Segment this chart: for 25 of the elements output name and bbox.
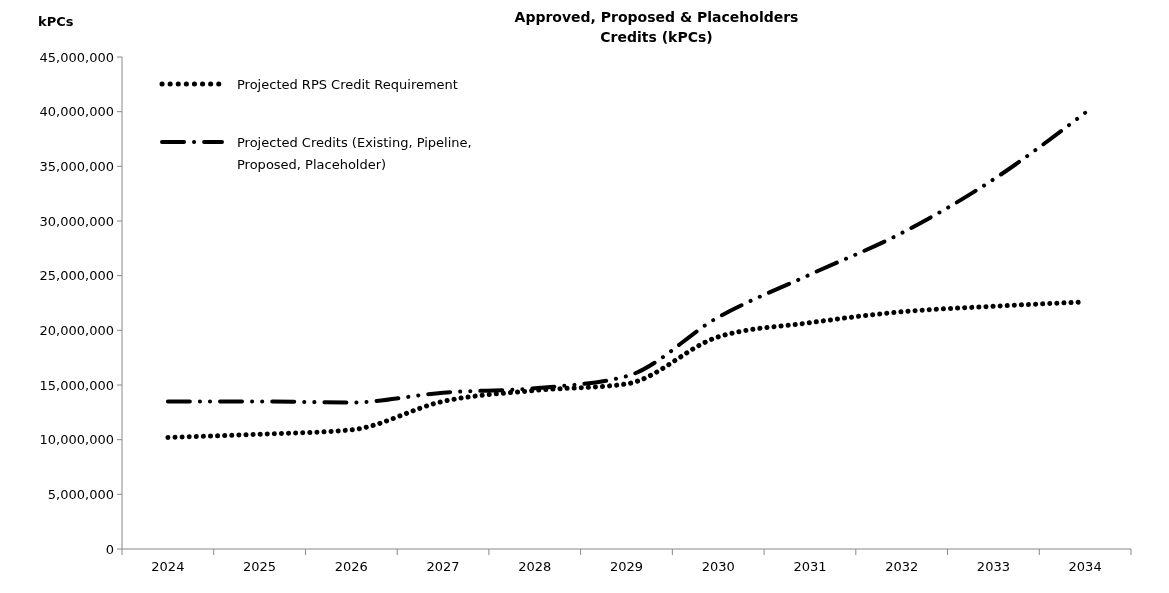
legend-label: Projected RPS Credit Requirement <box>237 76 458 92</box>
x-tick-label: 2029 <box>609 559 644 574</box>
x-tick-label: 2032 <box>885 559 919 574</box>
y-tick-label: 5,000,000 <box>47 486 114 502</box>
x-tick-label: 2026 <box>334 559 368 574</box>
x-tick-label: 2028 <box>518 559 552 574</box>
x-tick-label: 2024 <box>151 559 185 574</box>
chart-title: Approved, Proposed & Placeholders Credits (kPCs) <box>514 9 799 45</box>
x-tick-label: 2030 <box>701 559 735 574</box>
x-tick-label: 2033 <box>976 559 1010 574</box>
y-axis-title: kPCs <box>38 14 74 29</box>
y-tick-label: 10,000,000 <box>39 432 114 448</box>
x-tick-label: 2031 <box>793 559 827 574</box>
y-tick-label: 25,000,000 <box>39 268 114 284</box>
y-tick-label: 0 <box>105 541 114 557</box>
x-tick-label: 2025 <box>243 559 277 574</box>
y-tick-label: 30,000,000 <box>39 213 114 229</box>
y-tick-label: 45,000,000 <box>39 49 114 65</box>
y-tick-label: 15,000,000 <box>39 377 114 393</box>
y-tick-label: 40,000,000 <box>39 104 114 120</box>
x-tick-label: 2027 <box>426 559 460 574</box>
legend-label: Projected Credits (Existing, Pipeline, Proposed, Placeholder) <box>237 134 472 172</box>
x-tick-label: 2034 <box>1068 559 1102 574</box>
y-tick-label: 20,000,000 <box>39 322 114 338</box>
y-tick-label: 35,000,000 <box>39 158 114 174</box>
